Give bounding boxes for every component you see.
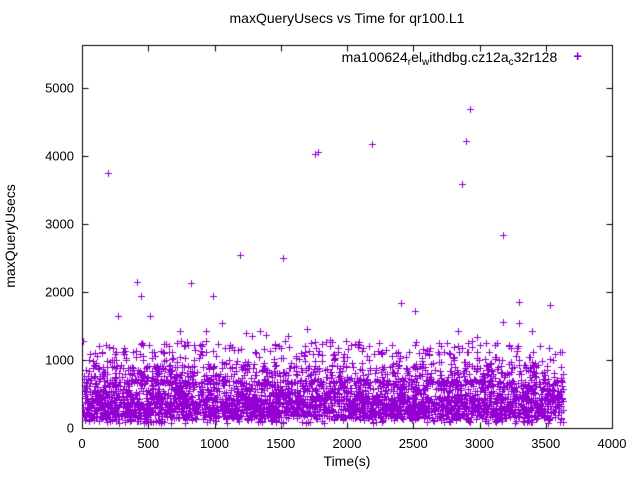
legend-series-label-sub: w <box>422 57 430 68</box>
y-tick-label: 3000 <box>45 216 74 232</box>
x-axis-label: Time(s) <box>323 453 371 469</box>
y-tick-label: 2000 <box>45 284 74 300</box>
legend-series-label: el <box>411 49 422 65</box>
x-tick-label: 0 <box>78 436 86 451</box>
y-axis-label: maxQueryUsecs <box>2 184 18 288</box>
x-tick-label: 1500 <box>266 436 296 451</box>
y-tick-label: 4000 <box>45 148 74 164</box>
legend-series-label-sub: c <box>508 57 514 68</box>
legend-series-label-sub: r <box>407 57 412 68</box>
legend-series-label: 32r128 <box>513 49 558 65</box>
legend-plus-marker-icon: + <box>573 48 582 65</box>
y-tick-label: 5000 <box>45 80 74 96</box>
legend-series-label: ma100624 <box>341 49 408 65</box>
y-tick-label: 0 <box>66 420 74 436</box>
chart-title: maxQueryUsecs vs Time for qr100.L1 <box>229 10 465 26</box>
y-tick-label: 1000 <box>45 352 74 368</box>
x-tick-label: 3500 <box>531 436 561 451</box>
x-tick-label: 2500 <box>398 436 428 451</box>
x-tick-label: 2000 <box>332 436 362 451</box>
legend: ma100624 r el w ithdbg.cz12a c 32r128 + <box>341 48 582 68</box>
x-tick-label: 1000 <box>200 436 229 451</box>
legend-series-label: ithdbg.cz12a <box>429 49 509 65</box>
x-tick-label: 3000 <box>465 436 494 451</box>
x-tick-label: 4000 <box>597 436 627 451</box>
x-tick-label: 500 <box>137 436 160 451</box>
